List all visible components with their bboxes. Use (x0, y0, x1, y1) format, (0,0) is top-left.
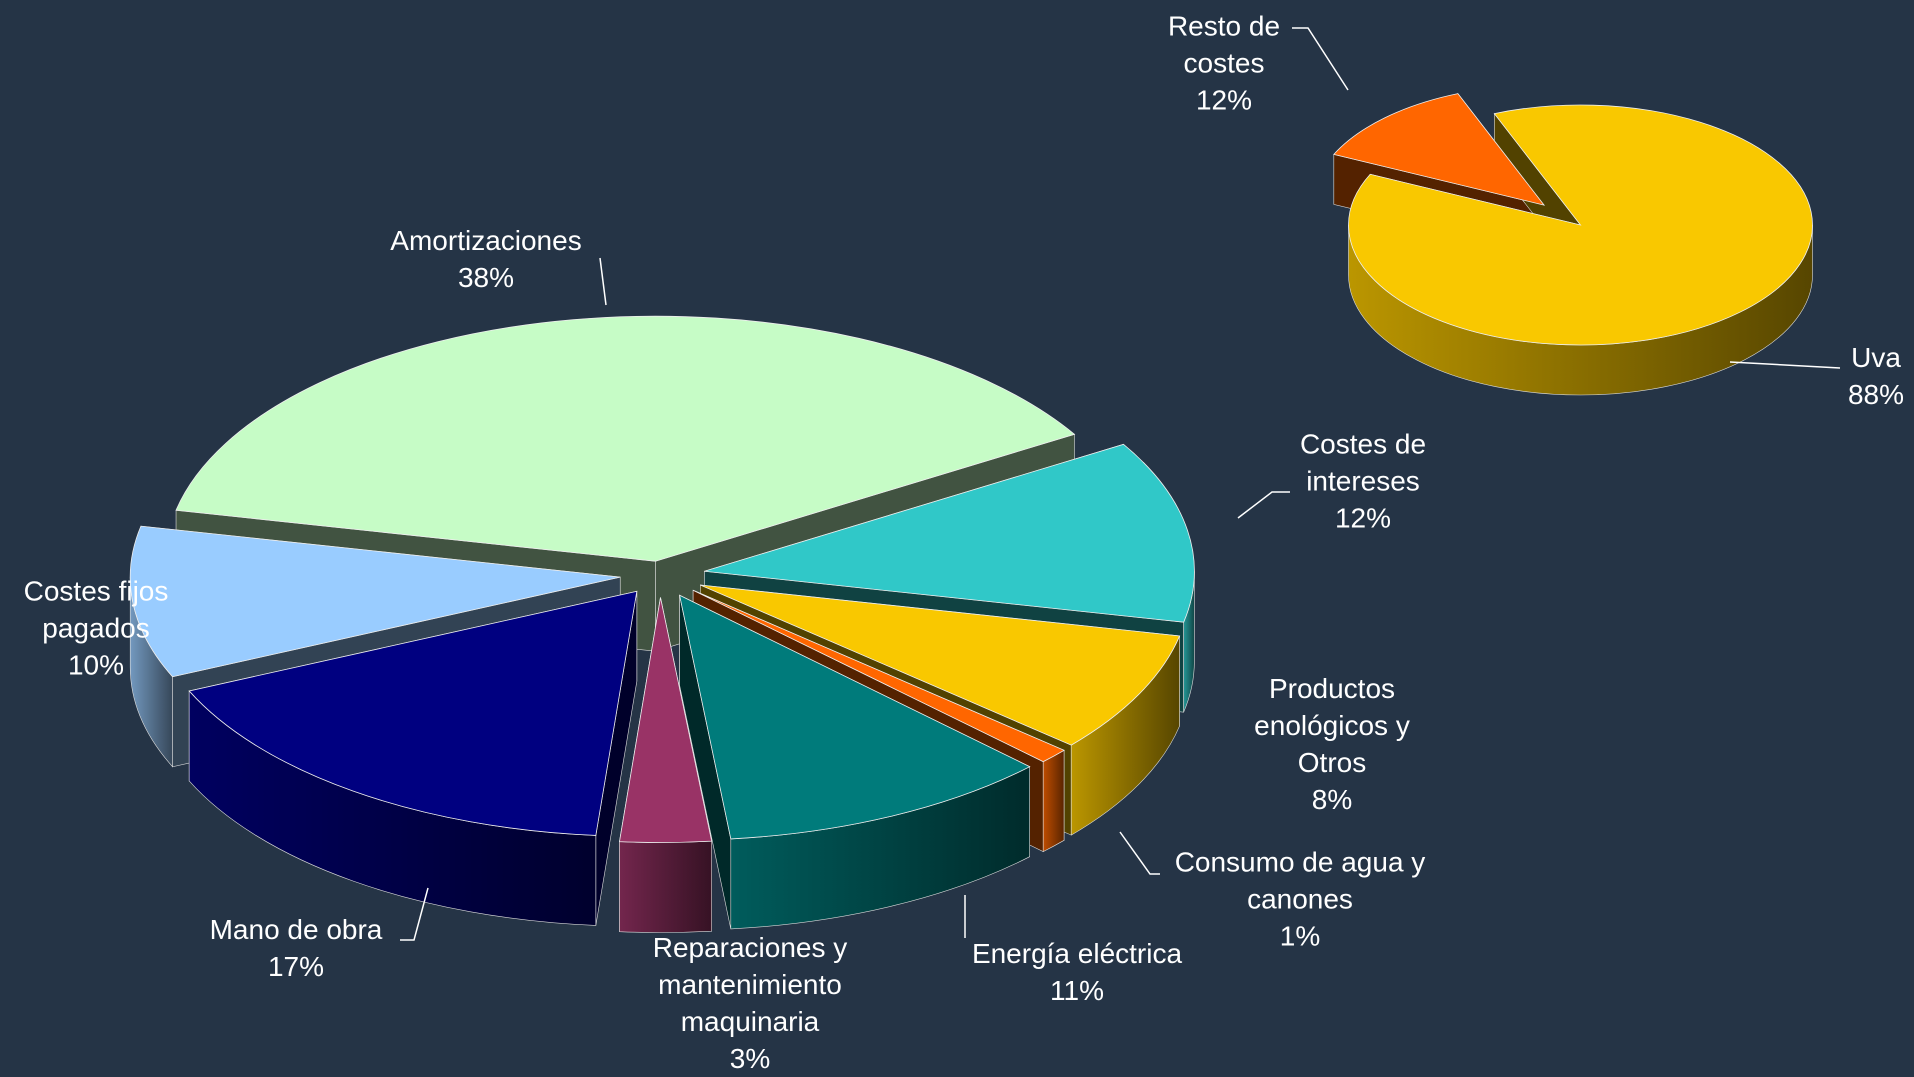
label-name: Productos enológicos y Otros (1254, 673, 1410, 778)
leaders (400, 27, 1841, 941)
label-name: Consumo de agua y canones (1174, 846, 1426, 915)
leader (1119, 831, 1160, 875)
label-name: Resto de costes (1167, 10, 1281, 79)
slice-label: Costes fijos pagados 10% (6, 573, 186, 684)
label-value: 12% (1334, 502, 1392, 534)
pie-slice (1333, 93, 1546, 206)
slice-label: Uva 88% (1831, 339, 1914, 413)
slice-side (619, 840, 712, 933)
label-value: 38% (457, 262, 515, 293)
pie-slice (129, 525, 621, 678)
label-value: 17% (267, 951, 325, 982)
label-name: Reparaciones y mantenimiento maquinaria (652, 932, 848, 1037)
slice-label: Resto de costes 12% (1139, 8, 1309, 119)
label-name: Uva (1851, 342, 1901, 373)
tops (129, 93, 1813, 843)
slice-label: Productos enológicos y Otros 8% (1232, 670, 1432, 818)
slice-label: Reparaciones y mantenimiento maquinaria 3… (625, 929, 875, 1077)
slice-side (1042, 749, 1065, 853)
pie-slice (679, 594, 1031, 840)
label-name: Costes de intereses (1299, 428, 1427, 497)
slice-label: Mano de obra 17% (176, 911, 416, 985)
label-value: 10% (67, 649, 125, 681)
label-value: 11% (1050, 975, 1104, 1006)
label-value: 3% (729, 1043, 771, 1074)
slice-label: Amortizaciones 38% (346, 222, 626, 296)
leader (1237, 491, 1290, 519)
pie-slice (704, 443, 1195, 623)
pie-slice (700, 584, 1181, 746)
pie-slice (175, 315, 1076, 562)
pie-slice (618, 597, 713, 843)
label-value: 12% (1195, 84, 1253, 116)
label-name: Energía eléctrica (971, 938, 1183, 969)
slice-label: Costes de intereses 12% (1283, 426, 1443, 537)
label-name: Amortizaciones (390, 225, 582, 256)
label-name: Mano de obra (209, 914, 383, 945)
leader (1292, 27, 1349, 91)
label-value: 88% (1847, 379, 1905, 410)
pie-slice (692, 589, 1065, 763)
pie-slice (1348, 104, 1813, 346)
label-value: 8% (1311, 784, 1353, 815)
slice-label: Consumo de agua y canones 1% (1155, 844, 1445, 955)
leader (1729, 361, 1841, 369)
leader (599, 257, 607, 306)
label-value: 1% (1279, 920, 1321, 952)
pie-slice (188, 590, 638, 836)
label-name: Costes fijos pagados (23, 575, 169, 644)
slice-label: Energía eléctrica 11% (932, 935, 1222, 1009)
leader (400, 887, 429, 941)
